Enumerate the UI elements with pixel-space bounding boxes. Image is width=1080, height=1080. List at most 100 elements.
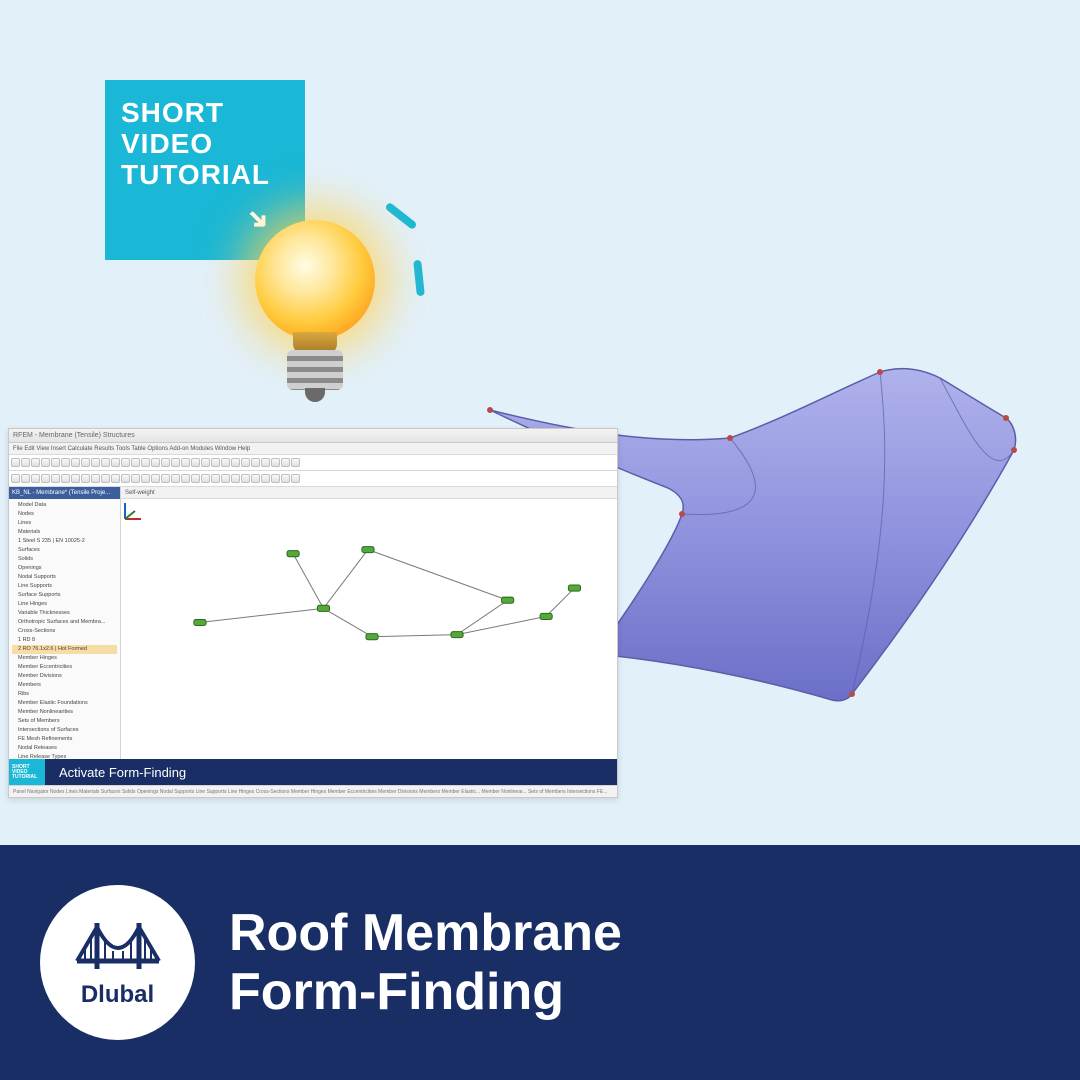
tree-item[interactable]: Ribs (12, 690, 117, 699)
tree-item[interactable]: Lines (12, 519, 117, 528)
toolbar-button[interactable] (251, 458, 260, 467)
tree-item[interactable]: Surface Supports (12, 591, 117, 600)
toolbar-button[interactable] (101, 458, 110, 467)
toolbar-button[interactable] (201, 474, 210, 483)
toolbar-button[interactable] (121, 458, 130, 467)
toolbar-button[interactable] (281, 474, 290, 483)
toolbar-button[interactable] (191, 474, 200, 483)
tree-item[interactable]: Members (12, 681, 117, 690)
toolbar-button[interactable] (81, 458, 90, 467)
window-menubar[interactable]: File Edit View Insert Calculate Results … (9, 443, 617, 455)
toolbar-button[interactable] (51, 458, 60, 467)
toolbar-button[interactable] (101, 474, 110, 483)
table-tabs-footer[interactable]: Panel Navigator Nodes Lines Materials Su… (9, 785, 617, 797)
toolbar-button[interactable] (11, 458, 20, 467)
toolbar-button[interactable] (71, 458, 80, 467)
toolbar-button[interactable] (241, 458, 250, 467)
toolbar-button[interactable] (181, 474, 190, 483)
tree-item[interactable]: Openings (12, 564, 117, 573)
tree-item[interactable]: Nodal Releases (12, 744, 117, 753)
toolbar-button[interactable] (121, 474, 130, 483)
toolbar-button[interactable] (281, 458, 290, 467)
tree-item[interactable]: Orthotropic Surfaces and Membra... (12, 618, 117, 627)
tree-item[interactable]: Member Hinges (12, 654, 117, 663)
software-screenshot: RFEM - Membrane (Tensile) Structures Fil… (8, 428, 618, 798)
toolbar-button[interactable] (231, 474, 240, 483)
toolbar-button[interactable] (111, 458, 120, 467)
toolbar-button[interactable] (61, 474, 70, 483)
toolbar-button[interactable] (171, 458, 180, 467)
toolbar-row-1[interactable] (9, 455, 617, 471)
toolbar-button[interactable] (261, 458, 270, 467)
toolbar-button[interactable] (141, 474, 150, 483)
toolbar-button[interactable] (291, 474, 300, 483)
toolbar-button[interactable] (31, 458, 40, 467)
toolbar-button[interactable] (151, 474, 160, 483)
tree-item[interactable]: Nodal Supports (12, 573, 117, 582)
tree-item[interactable]: Member Nonlinearities (12, 708, 117, 717)
toolbar-button[interactable] (91, 474, 100, 483)
tree-item[interactable]: Member Divisions (12, 672, 117, 681)
toolbar-button[interactable] (251, 474, 260, 483)
toolbar-button[interactable] (41, 474, 50, 483)
toolbar-button[interactable] (51, 474, 60, 483)
toolbar-button[interactable] (211, 474, 220, 483)
canvas-tab[interactable]: Self-weight (121, 487, 617, 499)
tree-item[interactable]: Member Elastic Foundations (12, 699, 117, 708)
project-tree[interactable]: KB_NL - Membrane* (Tensile Proje... Mode… (9, 487, 121, 769)
toolbar-button[interactable] (201, 458, 210, 467)
tree-item[interactable]: Intersections of Surfaces (12, 726, 117, 735)
toolbar-button[interactable] (211, 458, 220, 467)
toolbar-button[interactable] (81, 474, 90, 483)
toolbar-button[interactable] (271, 458, 280, 467)
badge-line-1: SHORT (121, 98, 289, 129)
toolbar-button[interactable] (191, 458, 200, 467)
toolbar-button[interactable] (11, 474, 20, 483)
tree-item[interactable]: Materials (12, 528, 117, 537)
toolbar-button[interactable] (181, 458, 190, 467)
tree-item[interactable]: Line Supports (12, 582, 117, 591)
toolbar-button[interactable] (291, 458, 300, 467)
toolbar-button[interactable] (21, 474, 30, 483)
bulb-ray (384, 202, 417, 230)
toolbar-button[interactable] (161, 458, 170, 467)
toolbar-button[interactable] (111, 474, 120, 483)
toolbar-button[interactable] (131, 458, 140, 467)
bulb-screw (287, 350, 343, 390)
toolbar-button[interactable] (171, 474, 180, 483)
toolbar-button[interactable] (61, 458, 70, 467)
toolbar-button[interactable] (21, 458, 30, 467)
tree-item[interactable]: Variable Thicknesses (12, 609, 117, 618)
tree-item[interactable]: Solids (12, 555, 117, 564)
toolbar-button[interactable] (231, 458, 240, 467)
tree-item[interactable]: Model Data (12, 501, 117, 510)
tree-item[interactable]: FE Mesh Refinements (12, 735, 117, 744)
tree-item[interactable]: Member Eccentricities (12, 663, 117, 672)
toolbar-button[interactable] (151, 458, 160, 467)
tree-item[interactable]: Line Hinges (12, 600, 117, 609)
toolbar-button[interactable] (271, 474, 280, 483)
toolbar-row-2[interactable] (9, 471, 617, 487)
bulb-ray (236, 192, 269, 220)
toolbar-button[interactable] (241, 474, 250, 483)
toolbar-button[interactable] (261, 474, 270, 483)
toolbar-button[interactable] (41, 458, 50, 467)
toolbar-button[interactable] (221, 474, 230, 483)
toolbar-button[interactable] (131, 474, 140, 483)
toolbar-button[interactable] (141, 458, 150, 467)
toolbar-button[interactable] (91, 458, 100, 467)
tree-item[interactable]: 1 RD 8 (12, 636, 117, 645)
tree-item[interactable]: Surfaces (12, 546, 117, 555)
tree-item[interactable]: Nodes (12, 510, 117, 519)
tree-item[interactable]: 1 Steel S 235 | EN 10025-2 (12, 537, 117, 546)
tree-item[interactable]: 2 RO 76.1x2.6 | Hot Formed (12, 645, 117, 654)
tree-item[interactable]: Sets of Members (12, 717, 117, 726)
title-strip: Dlubal Roof Membrane Form-Finding (0, 845, 1080, 1080)
toolbar-button[interactable] (161, 474, 170, 483)
tree-item[interactable]: Cross-Sections (12, 627, 117, 636)
toolbar-button[interactable] (71, 474, 80, 483)
title-line-1: Roof Membrane (229, 904, 622, 962)
toolbar-button[interactable] (31, 474, 40, 483)
model-canvas[interactable]: Self-weight (121, 487, 617, 769)
toolbar-button[interactable] (221, 458, 230, 467)
